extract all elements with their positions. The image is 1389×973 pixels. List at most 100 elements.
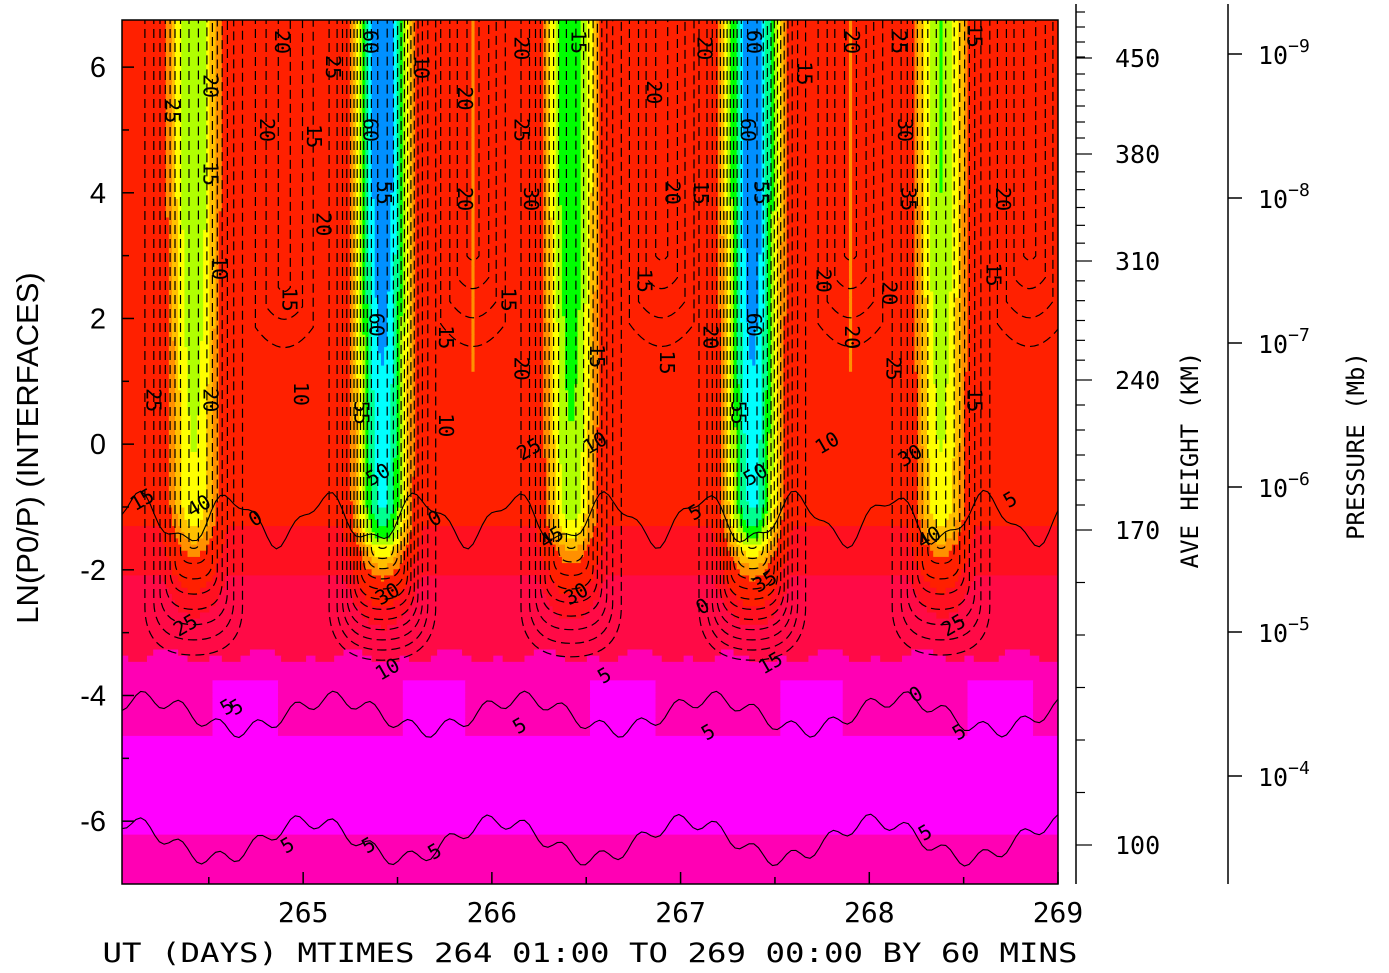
heatmap-cell <box>219 471 351 478</box>
heatmap-cell <box>596 458 721 465</box>
heatmap-cell <box>415 292 472 299</box>
heatmap-cell <box>406 366 413 373</box>
heatmap-cell <box>930 477 952 484</box>
heatmap-cell <box>166 174 173 181</box>
heatmap-cell <box>599 242 718 249</box>
heatmap-cell <box>783 390 918 397</box>
heatmap-cell <box>549 452 556 459</box>
heatmap-cell <box>964 452 1058 459</box>
heatmap-cell <box>918 168 925 175</box>
heatmap-cell <box>743 168 762 175</box>
heatmap-cell <box>178 304 185 311</box>
heatmap-cell <box>559 378 566 385</box>
heatmap-cell <box>372 106 394 113</box>
heatmap-cell <box>166 131 173 138</box>
heatmap-cell <box>943 32 953 39</box>
heatmap-cell <box>219 390 351 397</box>
heatmap-cell <box>596 520 725 527</box>
heatmap-cell <box>549 63 556 70</box>
heatmap-cell <box>927 440 940 447</box>
heatmap-cell <box>964 446 1058 453</box>
heatmap-cell <box>918 174 925 181</box>
heatmap-cell <box>593 384 600 391</box>
heatmap-cell <box>936 390 946 397</box>
heatmap-cell <box>596 433 721 440</box>
heatmap-cell <box>475 94 544 101</box>
heatmap-cell <box>933 322 949 329</box>
heatmap-cell <box>930 224 952 231</box>
heatmap-cell <box>596 427 721 434</box>
heatmap-cell <box>559 403 569 410</box>
heatmap-cell <box>415 230 472 237</box>
heatmap-cell <box>599 106 718 113</box>
heatmap-cell <box>952 174 959 181</box>
heatmap-cell <box>783 477 918 484</box>
heatmap-cell <box>559 106 581 113</box>
heatmap-cell <box>593 335 600 342</box>
heatmap-cell <box>184 248 203 255</box>
heatmap-cell <box>166 69 173 76</box>
heatmap-cell <box>783 316 849 323</box>
heatmap-cell <box>184 279 203 286</box>
heatmap-cell <box>393 495 400 502</box>
heatmap-cell <box>549 187 556 194</box>
heatmap-cell <box>212 421 219 428</box>
heatmap-cell <box>952 267 959 274</box>
heatmap-cell <box>936 403 946 410</box>
heatmap-cell <box>562 205 581 212</box>
heatmap-cell <box>930 45 940 52</box>
heatmap-cell <box>559 322 566 329</box>
heatmap-cell <box>212 532 225 539</box>
heatmap-cell <box>943 187 953 194</box>
heatmap-cell <box>765 409 772 416</box>
heatmap-cell <box>415 248 472 255</box>
heatmap-cell <box>927 390 937 397</box>
heatmap-cell <box>927 446 940 453</box>
heatmap-cell <box>549 168 556 175</box>
heatmap-cell <box>743 88 762 95</box>
heatmap-cell <box>568 403 575 410</box>
heatmap-cell <box>743 427 762 434</box>
heatmap-cell <box>475 26 544 33</box>
heatmap-cell <box>943 63 953 70</box>
heatmap-cell <box>952 100 959 107</box>
heatmap-cell <box>568 409 575 416</box>
heatmap-cell <box>559 452 581 459</box>
heatmap-cell <box>415 39 472 46</box>
heatmap-cell <box>212 446 219 453</box>
heatmap-cell <box>584 372 591 379</box>
heatmap-cell <box>599 150 718 157</box>
heatmap-cell <box>178 329 185 336</box>
heatmap-cell <box>228 526 344 533</box>
heatmap-cell <box>222 187 351 194</box>
heatmap-cell <box>918 82 925 89</box>
heatmap-cell <box>952 39 959 46</box>
heatmap-cell <box>918 63 925 70</box>
heatmap-cell <box>562 471 581 478</box>
heatmap-cell <box>549 211 556 218</box>
heatmap-cell <box>122 452 169 459</box>
heatmap-cell <box>222 156 351 163</box>
heatmap-cell <box>952 113 959 120</box>
heatmap-cell <box>549 180 556 187</box>
heatmap-cell <box>191 421 198 428</box>
heatmap-cell <box>952 242 959 249</box>
heatmap-cell <box>743 378 762 385</box>
heatmap-cell <box>415 310 472 317</box>
heatmap-cell <box>166 199 173 206</box>
heatmap-cell <box>222 131 351 138</box>
heatmap-cell <box>122 464 169 471</box>
heatmap-cell <box>222 94 351 101</box>
heatmap-cell <box>562 304 581 311</box>
heatmap-cell <box>952 125 959 132</box>
heatmap-cell <box>562 508 581 515</box>
heatmap-cell <box>559 88 581 95</box>
heatmap-cell <box>549 483 556 490</box>
heatmap-cell <box>755 341 762 348</box>
heatmap-cell <box>930 94 940 101</box>
heatmap-cell <box>852 316 915 323</box>
heatmap-cell <box>222 180 351 187</box>
heatmap-cell <box>930 187 940 194</box>
heatmap-cell <box>596 477 721 484</box>
heatmap-cell <box>952 20 959 27</box>
